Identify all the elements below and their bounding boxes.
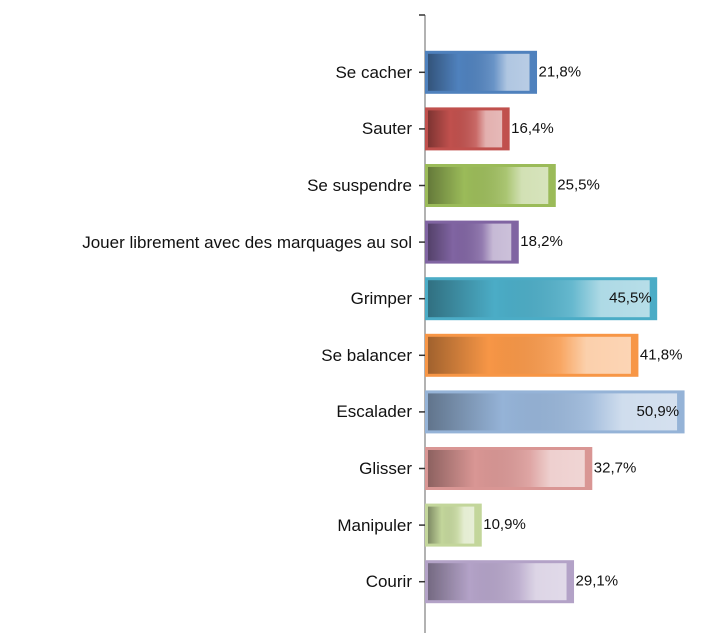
category-label: Se balancer [321,345,412,365]
category-label: Courir [365,572,412,592]
bar-shade [428,223,512,261]
value-label: 21,8% [539,63,582,80]
value-label: 18,2% [520,233,563,250]
bar-shade [428,336,631,374]
value-label: 41,8% [640,346,683,363]
value-label: 25,5% [557,176,600,193]
value-label: 50,9% [637,403,680,420]
category-label: Jouer librement avec des marquages au so… [82,232,412,252]
category-label: Glisser [359,459,412,478]
value-label: 29,1% [576,573,619,590]
category-label: Se cacher [335,62,412,82]
bar-shade [428,506,475,544]
value-label: 45,5% [609,290,652,307]
category-label: Sauter [361,119,412,139]
category-label: Grimper [350,289,412,309]
bar-shade [428,53,530,91]
value-label: 16,4% [511,120,554,137]
bar-shade [428,280,650,318]
bar-shade [428,393,678,431]
value-label: 32,7% [594,459,637,476]
bar-shade [428,110,503,148]
category-label: Se suspendre [307,176,412,195]
bar-shade [428,167,549,204]
bar-shade [428,563,567,601]
category-label: Escalader [336,402,412,422]
category-label: Manipuler [337,515,412,535]
value-label: 10,9% [483,516,526,533]
bar-shade [428,450,585,487]
